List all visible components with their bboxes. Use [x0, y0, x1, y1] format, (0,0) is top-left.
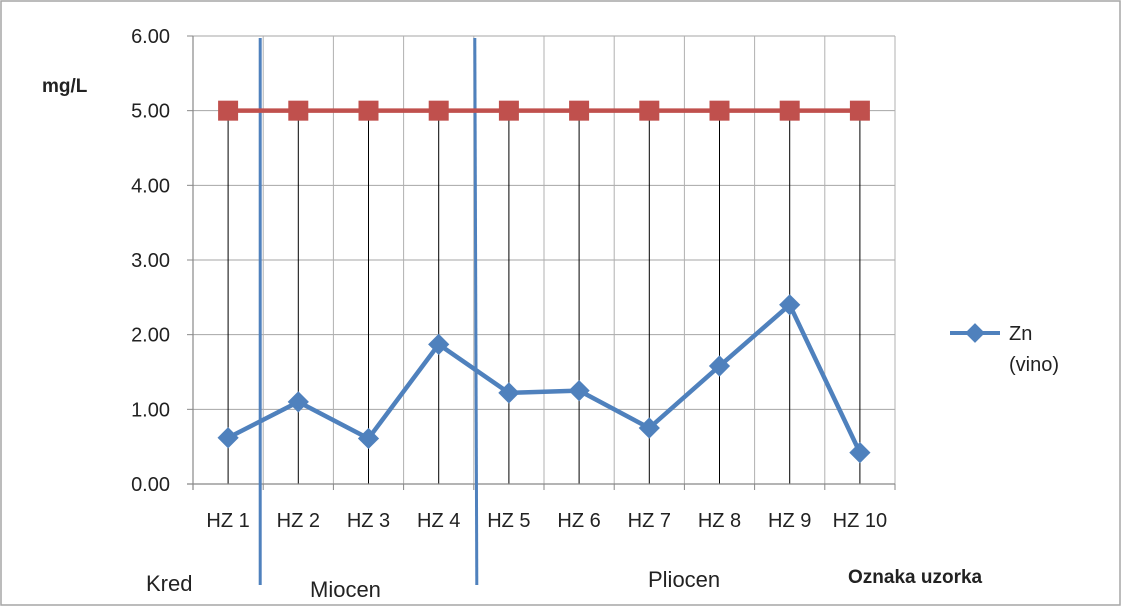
y-tick-label: 1.00: [131, 399, 170, 421]
legend-marker-zn: [965, 323, 985, 343]
y-tick-label: 3.00: [131, 250, 170, 272]
data-point-limit: [849, 100, 870, 121]
data-point-zn: [568, 380, 590, 402]
x-tick-label: HZ 10: [833, 510, 887, 532]
x-tick-label: HZ 4: [417, 510, 460, 532]
data-point-limit: [569, 100, 590, 121]
divider-layer: [258, 37, 479, 586]
data-point-limit: [218, 100, 239, 121]
data-point-limit: [709, 100, 730, 121]
legend-label-vino: (vino): [1009, 354, 1059, 376]
x-tick-label: HZ 8: [698, 510, 741, 532]
data-point-zn: [779, 294, 801, 316]
axis-layer: 0.00 1.00 2.00 3.00 4.00 5.00 6.00 HZ 1 HZ 2 HZ 3…: [131, 26, 896, 532]
region-label-miocen: Miocen: [310, 577, 381, 602]
legend: Zn (vino): [950, 323, 1059, 376]
data-point-limit: [358, 100, 379, 121]
y-tick-label: 0.00: [131, 474, 170, 496]
y-axis-label: mg/L: [42, 76, 88, 97]
series-line-zn: [227, 302, 862, 454]
label-layer: mg/L Oznaka uzorka Kred Miocen Pliocen: [42, 76, 983, 602]
region-divider-line: [473, 37, 479, 586]
data-point-limit: [498, 100, 519, 121]
y-tick-label: 4.00: [131, 175, 170, 197]
data-point-zn: [638, 417, 660, 439]
data-point-limit: [288, 100, 309, 121]
y-tick-label: 2.00: [131, 325, 170, 347]
x-tick-label: HZ 1: [206, 510, 249, 532]
x-tick-label: HZ 3: [347, 510, 390, 532]
x-tick-label: HZ 6: [557, 510, 600, 532]
x-tick-label: HZ 7: [628, 510, 671, 532]
data-point-limit: [779, 100, 800, 121]
x-tick-label: HZ 5: [487, 510, 530, 532]
legend-label-zn: Zn: [1009, 323, 1032, 345]
data-point-zn: [708, 355, 731, 377]
x-tick-label: HZ 9: [768, 510, 811, 532]
y-tick-label: 5.00: [131, 101, 170, 123]
data-point-zn: [849, 442, 871, 464]
region-label-pliocen: Pliocen: [648, 567, 720, 592]
x-axis-label: Oznaka uzorka: [848, 567, 983, 588]
data-point-limit: [428, 100, 449, 121]
data-point-limit: [639, 100, 660, 121]
y-tick-label: 6.00: [131, 26, 170, 48]
x-tick-label: HZ 2: [277, 510, 320, 532]
region-label-kred: Kred: [146, 571, 192, 596]
